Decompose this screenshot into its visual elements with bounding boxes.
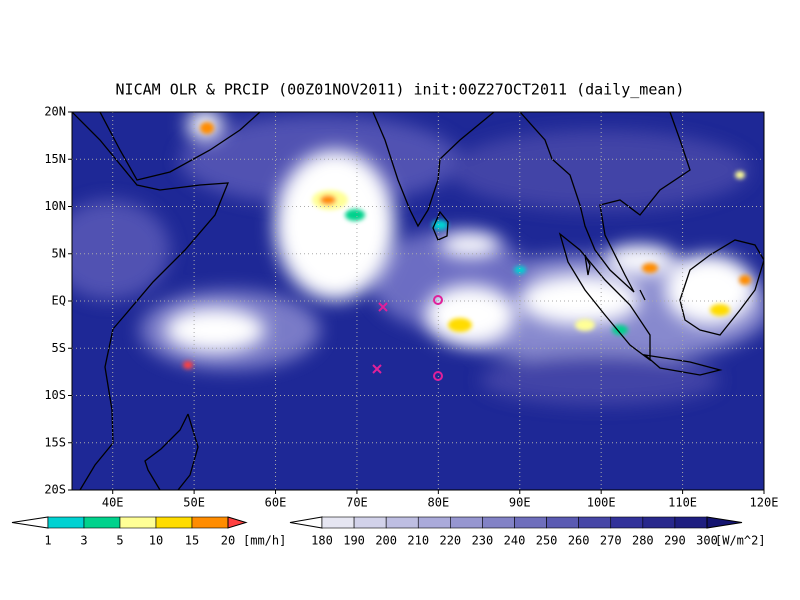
colorbar-label: 290 — [664, 534, 686, 548]
colorbar: 180 190 200 210 220 230 240 250 260 270 280 290 300[… — [289, 516, 766, 548]
lon-label: 70E — [346, 496, 368, 510]
colorbar-label: 3 — [80, 534, 87, 548]
x-marker — [378, 302, 388, 312]
colorbar-label: 300 — [696, 534, 718, 548]
colorbar-arrow — [227, 516, 248, 529]
colorbar-label: 270 — [600, 534, 622, 548]
colorbar-unit: [mm/h] — [243, 534, 286, 548]
colorbar-segment — [417, 516, 451, 529]
graticule — [72, 112, 764, 490]
lon-label: 90E — [509, 496, 531, 510]
colorbar-label: 230 — [472, 534, 494, 548]
lat-label: 10N — [44, 199, 66, 213]
colorbar-segment — [321, 516, 355, 529]
colorbar-label: 10 — [149, 534, 163, 548]
map-title: NICAM OLR & PRCIP (00Z01NOV2011) init:00… — [116, 81, 685, 99]
india-coast — [372, 112, 495, 228]
colorbar-label: 220 — [439, 534, 461, 548]
colorbar-label: 240 — [504, 534, 526, 548]
colorbar-label: 280 — [632, 534, 654, 548]
x-marker — [372, 364, 382, 374]
sri-lanka — [432, 210, 449, 241]
colorbar-arrow — [289, 516, 323, 529]
colorbar-label: 200 — [375, 534, 397, 548]
colorbar-segment — [578, 516, 612, 529]
colorbar-segment — [674, 516, 708, 529]
lon-label: 120E — [750, 496, 779, 510]
colorbar-unit: [W/m^2] — [715, 534, 766, 548]
madagascar — [144, 413, 199, 490]
islands — [584, 254, 646, 301]
colorbar-label: 1 — [44, 534, 51, 548]
colorbar-segment — [514, 516, 547, 529]
lat-label: 5N — [52, 246, 66, 260]
precipitation — [183, 122, 751, 369]
lat-label: EQ — [52, 294, 66, 308]
lon-label: 110E — [668, 496, 697, 510]
markers — [372, 295, 443, 381]
o-marker — [433, 295, 443, 305]
colorbar-segment — [353, 516, 387, 529]
map-area — [72, 112, 764, 490]
colorbar-segment — [385, 516, 419, 529]
colorbar-label: 250 — [536, 534, 558, 548]
colorbar-segment — [610, 516, 644, 529]
colorbar-label: 5 — [116, 534, 123, 548]
lon-label: 60E — [265, 496, 287, 510]
lat-label: 20N — [44, 105, 66, 119]
africa-coast — [72, 112, 229, 490]
arabia-coast — [99, 112, 261, 181]
colorbar-label: 15 — [185, 534, 199, 548]
lon-label: 40E — [102, 496, 124, 510]
lat-label: 15N — [44, 152, 66, 166]
colorbar-segment — [546, 516, 579, 529]
colorbar-arrow — [706, 516, 743, 529]
colorbar-segment — [642, 516, 676, 529]
colorbar-label: 190 — [343, 534, 365, 548]
lon-label: 100E — [587, 496, 616, 510]
colorbar-label: 260 — [568, 534, 590, 548]
colorbar-label: 180 — [311, 534, 333, 548]
colorbar-segment — [155, 516, 193, 529]
lat-label: 20S — [44, 483, 66, 497]
colorbar: 1 3 5 10 15 20 [mm/h] — [11, 516, 286, 548]
convective-clouds — [165, 112, 755, 352]
indochina-coast — [519, 112, 691, 293]
colorbar-segment — [83, 516, 121, 529]
colorbar-segment — [450, 516, 483, 529]
colorbar-segment — [47, 516, 85, 529]
colorbar-label: 210 — [407, 534, 429, 548]
lat-label: 10S — [44, 388, 66, 402]
colorbar-segment — [482, 516, 515, 529]
colorbar-segment — [191, 516, 229, 529]
coastlines — [72, 112, 764, 490]
lon-label: 50E — [183, 496, 205, 510]
borneo — [679, 239, 764, 336]
lat-label: 5S — [52, 341, 66, 355]
lon-label: 80E — [428, 496, 450, 510]
colorbar-segment — [119, 516, 157, 529]
colorbar-label: 20 — [221, 534, 235, 548]
lat-label: 15S — [44, 435, 66, 449]
o-marker — [433, 371, 443, 381]
colorbar-arrow — [11, 516, 49, 529]
